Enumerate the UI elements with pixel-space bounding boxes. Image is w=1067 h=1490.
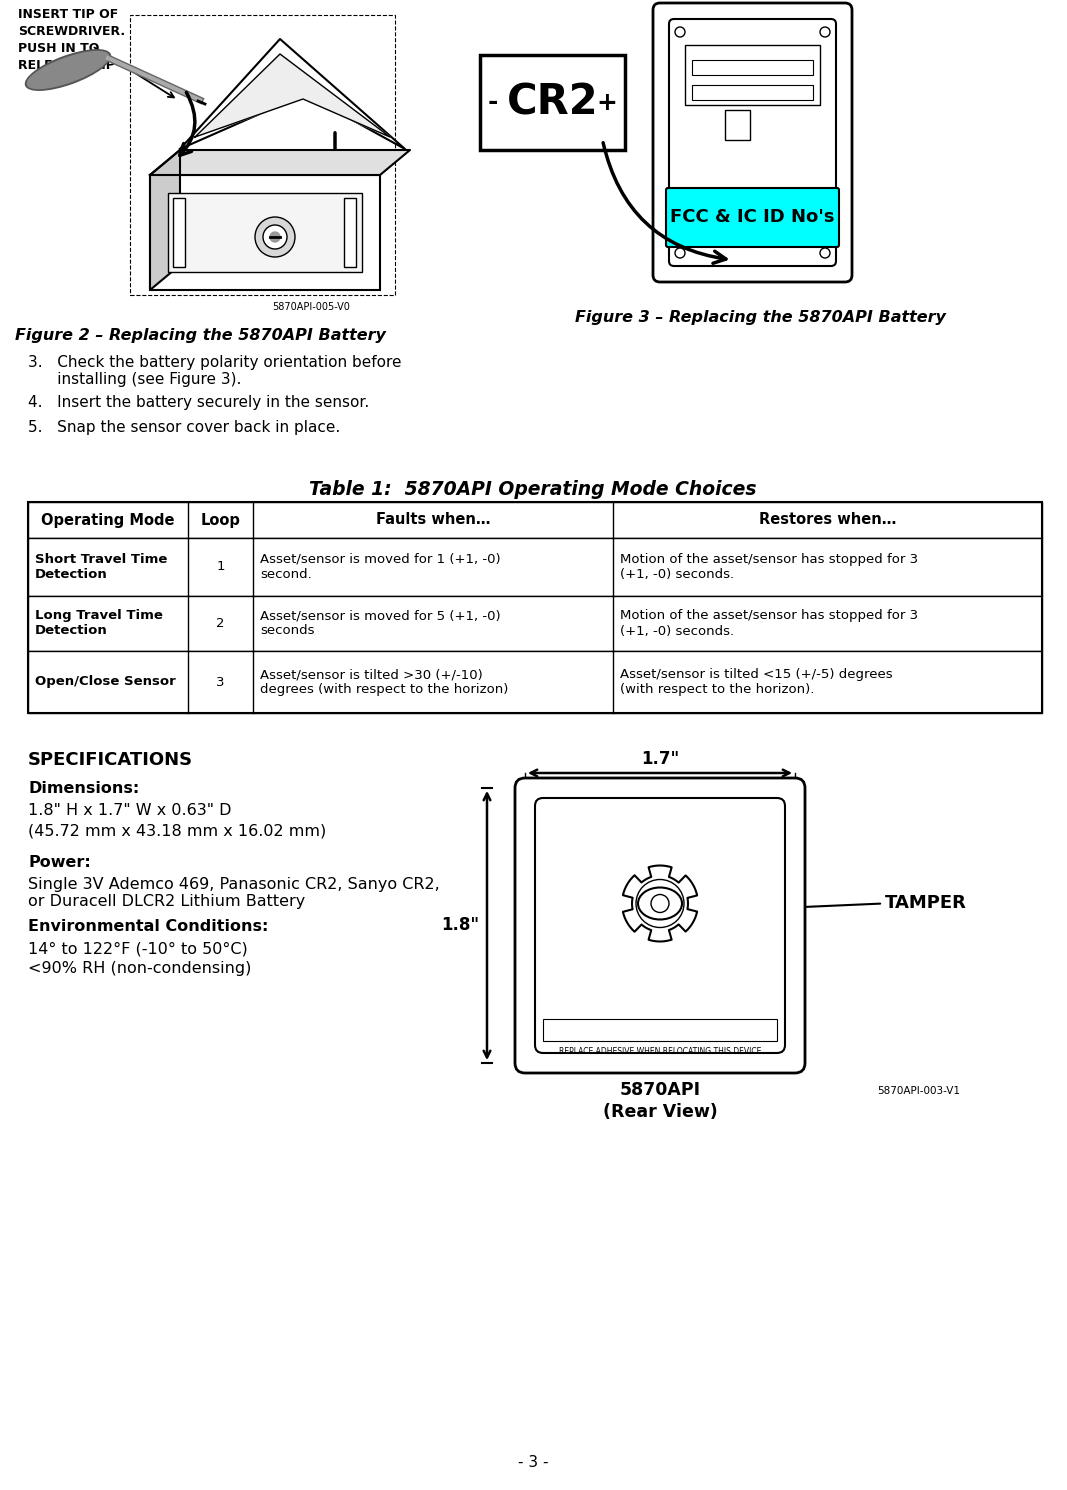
Bar [28,596,1042,651]
Text: +: + [596,91,617,115]
Bar [168,194,362,273]
Circle shape [636,879,684,927]
Text: Long Travel Time
Detection: Long Travel Time Detection [35,609,163,638]
Text: TAMPER: TAMPER [885,894,967,912]
Bar [28,502,1042,538]
Text: -: - [488,91,498,115]
Text: 4.   Insert the battery securely in the sensor.: 4. Insert the battery securely in the se… [28,395,369,410]
Text: Asset/sensor is tilted <15 (+/-5) degrees
(with respect to the horizon).: Asset/sensor is tilted <15 (+/-5) degree… [620,668,893,696]
FancyBboxPatch shape [653,3,853,282]
Text: 1.8": 1.8" [441,916,479,934]
Text: INSERT TIP OF
SCREWDRIVER.
PUSH IN TO
RELEASE CLIP: INSERT TIP OF SCREWDRIVER. PUSH IN TO RE… [18,7,125,72]
Bar [28,651,1042,714]
FancyBboxPatch shape [666,188,839,247]
Text: SPECIFICATIONS: SPECIFICATIONS [28,751,193,769]
Bar [692,85,813,100]
Text: 1.7": 1.7" [641,749,679,767]
Text: 5870API-003-V1: 5870API-003-V1 [877,1086,960,1097]
Polygon shape [180,39,405,149]
Text: 2: 2 [217,617,225,630]
Text: 14° to 122°F (-10° to 50°C): 14° to 122°F (-10° to 50°C) [28,942,248,957]
Polygon shape [195,54,391,137]
Text: Power:: Power: [28,855,91,870]
Text: Asset/sensor is moved for 1 (+1, -0)
second.: Asset/sensor is moved for 1 (+1, -0) sec… [260,553,500,581]
Text: 5870API-005-V0: 5870API-005-V0 [272,302,350,311]
Text: Figure 3 – Replacing the 5870API Battery: Figure 3 – Replacing the 5870API Battery [574,310,945,325]
Polygon shape [150,150,410,174]
FancyArrowPatch shape [179,92,195,155]
Polygon shape [150,150,180,291]
Bar [692,60,813,74]
Text: Operating Mode: Operating Mode [42,513,175,527]
Circle shape [675,27,685,37]
Circle shape [262,225,287,249]
Bar [543,1019,777,1042]
Text: Table 1:  5870API Operating Mode Choices: Table 1: 5870API Operating Mode Choices [309,480,757,499]
Text: Loop: Loop [201,513,240,527]
Ellipse shape [638,888,682,919]
Text: Asset/sensor is moved for 5 (+1, -0)
seconds: Asset/sensor is moved for 5 (+1, -0) sec… [260,609,500,638]
Text: Faults when…: Faults when… [376,513,490,527]
Text: REPLACE ADHESIVE WHEN RELOCATING THIS DEVICE: REPLACE ADHESIVE WHEN RELOCATING THIS DE… [559,1047,761,1056]
FancyBboxPatch shape [669,19,837,267]
FancyBboxPatch shape [535,799,785,1053]
Text: 5.   Snap the sensor cover back in place.: 5. Snap the sensor cover back in place. [28,420,340,435]
Bar [28,538,1042,596]
Bar [344,198,356,267]
Text: Environmental Conditions:: Environmental Conditions: [28,919,269,934]
Text: CR2: CR2 [507,82,599,124]
FancyBboxPatch shape [515,778,805,1073]
Text: Asset/sensor is tilted >30 (+/-10)
degrees (with respect to the horizon): Asset/sensor is tilted >30 (+/-10) degre… [260,668,508,696]
Text: Motion of the asset/sensor has stopped for 3
(+1, -0) seconds.: Motion of the asset/sensor has stopped f… [620,609,918,638]
Text: (Rear View): (Rear View) [603,1103,717,1120]
Circle shape [651,894,669,912]
Text: - 3 -: - 3 - [517,1456,548,1471]
Text: Restores when…: Restores when… [759,513,896,527]
Bar [28,502,1042,714]
Circle shape [255,218,294,256]
Text: 3.   Check the battery polarity orientation before
      installing (see Figure : 3. Check the battery polarity orientatio… [28,355,401,387]
Text: Figure 2 – Replacing the 5870API Battery: Figure 2 – Replacing the 5870API Battery [15,328,385,343]
Text: <90% RH (non-condensing): <90% RH (non-condensing) [28,961,252,976]
Text: Dimensions:: Dimensions: [28,781,140,796]
Ellipse shape [26,49,111,91]
Circle shape [675,247,685,258]
Bar [724,110,750,140]
Bar [685,45,821,104]
Text: Short Travel Time
Detection: Short Travel Time Detection [35,553,168,581]
Bar [130,15,395,295]
Text: (45.72 mm x 43.18 mm x 16.02 mm): (45.72 mm x 43.18 mm x 16.02 mm) [28,822,327,837]
Circle shape [270,232,280,241]
Bar [173,198,185,267]
Text: 1.8" H x 1.7" W x 0.63" D: 1.8" H x 1.7" W x 0.63" D [28,803,232,818]
Bar [150,174,380,291]
FancyArrowPatch shape [603,143,726,264]
Text: 5870API: 5870API [620,1082,701,1100]
Circle shape [821,247,830,258]
Text: 5870API-001-V0: 5870API-001-V0 [773,268,850,279]
Text: Open/Close Sensor: Open/Close Sensor [35,675,176,688]
Text: 1: 1 [217,560,225,574]
Text: FCC & IC ID No's: FCC & IC ID No's [670,209,834,226]
Polygon shape [623,866,697,942]
Text: Single 3V Ademco 469, Panasonic CR2, Sanyo CR2,
or Duracell DLCR2 Lithium Batter: Single 3V Ademco 469, Panasonic CR2, San… [28,878,440,909]
Ellipse shape [28,52,109,88]
Text: 3: 3 [217,675,225,688]
Circle shape [821,27,830,37]
Bar [480,55,625,150]
Text: Motion of the asset/sensor has stopped for 3
(+1, -0) seconds.: Motion of the asset/sensor has stopped f… [620,553,918,581]
